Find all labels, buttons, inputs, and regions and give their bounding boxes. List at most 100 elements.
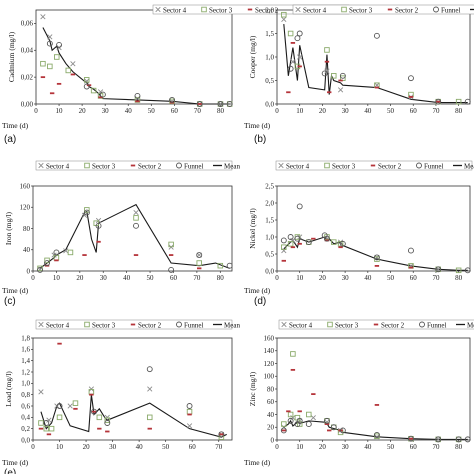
data-point bbox=[44, 260, 50, 266]
chart-panel-4: 0,0 0,5 1,0 1,5 2,0 2,5 0 10 20 30 40 50 60 70 80 Nicke… bbox=[244, 160, 474, 307]
series-x bbox=[40, 14, 224, 107]
x-axis-label: Time (d) bbox=[244, 121, 271, 130]
panel-label: (e) bbox=[4, 468, 16, 474]
data-point bbox=[297, 54, 303, 60]
y-tick-label: 40 bbox=[23, 246, 31, 254]
y-tick-label: 0,04 bbox=[21, 47, 34, 55]
data-point bbox=[281, 247, 287, 254]
x-tick-label: 40 bbox=[136, 443, 144, 451]
series-dash bbox=[281, 368, 414, 440]
legend-symbol-sector3 bbox=[327, 321, 333, 328]
x-tick-label: 50 bbox=[162, 443, 170, 451]
chart-panel-3: 0 40 80 120 160 0 10 20 30 40 50 60 70 80 Iron (mg/l) T… bbox=[2, 160, 240, 307]
legend-label-sector4: Sector 4 bbox=[46, 163, 70, 171]
legend: Sector 4 Sector 3 Sector 2 Funnel Mean bbox=[35, 319, 240, 330]
y-tick-label: 0,02 bbox=[21, 73, 34, 81]
x-tick-label: 10 bbox=[296, 107, 304, 115]
x-tick-label: 30 bbox=[342, 443, 350, 451]
x-tick-label: 10 bbox=[56, 107, 64, 115]
data-point bbox=[218, 431, 225, 438]
data-point bbox=[324, 235, 330, 242]
x-tick-label: 60 bbox=[410, 107, 418, 115]
legend-symbol-sector4 bbox=[155, 6, 161, 13]
y-tick-label: 1,0 bbox=[265, 233, 274, 241]
data-point bbox=[287, 65, 294, 72]
plot-frame bbox=[35, 9, 233, 105]
y-tick-label: 1,8 bbox=[21, 334, 30, 342]
x-tick-label: 80 bbox=[455, 107, 463, 115]
data-point bbox=[196, 101, 203, 107]
panel-label: (c) bbox=[4, 296, 16, 307]
plot-frame bbox=[276, 9, 471, 105]
series-circle bbox=[280, 203, 471, 274]
x-tick-label: 20 bbox=[319, 274, 327, 282]
data-point bbox=[373, 32, 380, 39]
series-square bbox=[37, 207, 224, 272]
x-tick-label: 80 bbox=[217, 274, 225, 282]
data-point bbox=[217, 101, 224, 107]
legend-label-mean: Mean bbox=[464, 163, 474, 171]
data-point bbox=[373, 254, 380, 261]
plot-frame bbox=[32, 185, 233, 272]
x-tick-label: 40 bbox=[364, 443, 372, 451]
x-tick-label: 60 bbox=[410, 274, 418, 282]
data-point bbox=[83, 209, 90, 216]
y-tick-label: 160 bbox=[264, 334, 275, 342]
data-point bbox=[331, 239, 337, 245]
data-point bbox=[54, 54, 60, 60]
data-point bbox=[435, 436, 442, 443]
legend: Sector 4 Sector 3 Sector 2 Funnel Mean bbox=[278, 319, 474, 330]
y-tick-label: 0,5 bbox=[265, 250, 274, 258]
data-point bbox=[464, 98, 471, 105]
legend-label-sector3: Sector 3 bbox=[92, 163, 116, 171]
data-point bbox=[146, 414, 153, 421]
data-point bbox=[310, 415, 316, 421]
y-axis-label: Nickel (mg/l) bbox=[248, 208, 257, 249]
x-tick-label: 80 bbox=[455, 274, 463, 282]
x-tick-label: 80 bbox=[217, 107, 225, 115]
y-tick-label: 120 bbox=[20, 204, 31, 212]
data-point bbox=[72, 400, 79, 406]
x-tick-label: 10 bbox=[53, 274, 61, 282]
data-point bbox=[435, 266, 442, 273]
chart-panel-2: 0,0 0,5 1,0 1,5 2,0 0 10 20 30 40 50 60 70 80 Cooper (… bbox=[244, 4, 474, 145]
data-point bbox=[280, 427, 287, 434]
data-point bbox=[296, 203, 303, 210]
legend-label-sector4: Sector 4 bbox=[289, 322, 313, 330]
legend-symbol-sector3 bbox=[84, 321, 90, 328]
x-axis-label: Time (d) bbox=[2, 121, 29, 130]
x-tick-label: 0 bbox=[275, 443, 279, 451]
data-point bbox=[186, 423, 193, 429]
data-point bbox=[324, 68, 330, 74]
data-point bbox=[53, 249, 60, 256]
data-point bbox=[40, 60, 46, 67]
data-point bbox=[99, 91, 106, 98]
data-point bbox=[56, 403, 63, 409]
data-point bbox=[226, 262, 233, 269]
x-tick-label: 50 bbox=[387, 274, 395, 282]
data-point bbox=[339, 240, 346, 247]
data-point bbox=[88, 386, 94, 392]
x-tick-label: 20 bbox=[79, 107, 87, 115]
data-point bbox=[169, 97, 175, 103]
y-tick-label: 100 bbox=[264, 373, 275, 381]
legend-label-sector2: Sector 2 bbox=[378, 163, 402, 171]
data-point bbox=[217, 262, 224, 269]
data-point bbox=[331, 73, 337, 79]
data-point bbox=[408, 247, 414, 254]
data-point bbox=[281, 421, 287, 427]
y-tick-label: 1,5 bbox=[265, 216, 274, 224]
data-point bbox=[287, 241, 294, 247]
data-point bbox=[37, 266, 43, 273]
legend-symbol-sector4 bbox=[278, 162, 284, 169]
legend-label-funnel: Funnel bbox=[184, 163, 204, 171]
data-point bbox=[168, 266, 175, 273]
y-axis-label: Cooper (mg/l) bbox=[248, 35, 257, 78]
y-tick-label: 1,2 bbox=[21, 368, 30, 376]
series-dash bbox=[281, 237, 414, 269]
mean-line bbox=[283, 24, 468, 104]
legend-symbol-sector3 bbox=[324, 162, 330, 169]
data-point bbox=[133, 215, 139, 221]
legend-label-sector4: Sector 4 bbox=[46, 322, 70, 330]
